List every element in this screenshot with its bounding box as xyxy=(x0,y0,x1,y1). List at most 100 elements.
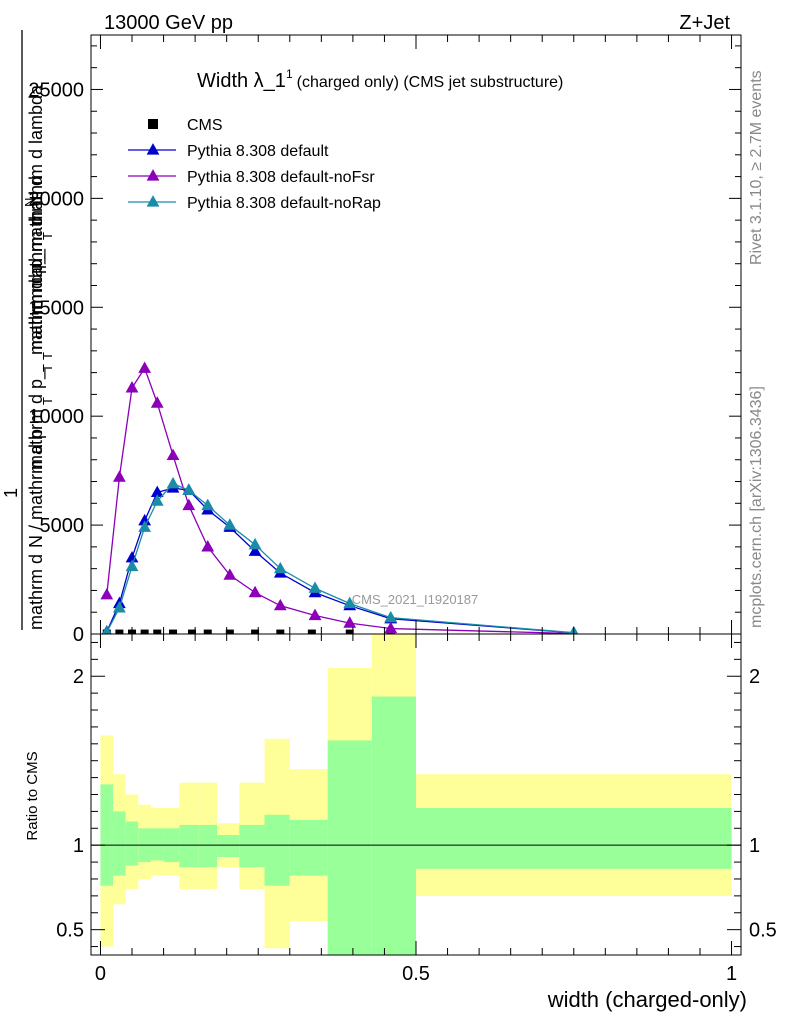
ratio-band-inner-0 xyxy=(100,784,114,886)
series-1-point-3 xyxy=(138,513,152,526)
y-tick-label: 15000 xyxy=(28,297,84,319)
legend: CMS Pythia 8.308 default Pythia 8.308 defa… xyxy=(128,117,381,212)
ratio-band-inner-13 xyxy=(371,696,416,955)
ylabel-part: mathrm d xyxy=(26,554,46,630)
data-point-7 xyxy=(203,629,212,634)
watermark-text: CMS_2021_I1920187 xyxy=(352,592,479,607)
series-2-point-9 xyxy=(248,585,262,598)
legend-marker xyxy=(148,119,158,129)
y-tick-label: 25000 xyxy=(28,79,84,101)
data-point-4 xyxy=(153,629,162,634)
series-1 xyxy=(101,481,579,634)
y-tick-label: 5000 xyxy=(40,515,85,537)
ylabel-part: mathrm d p_ xyxy=(26,253,47,355)
series-1-point-9 xyxy=(248,544,262,556)
series-2 xyxy=(100,361,578,634)
ylabel-part: mathrm d p_ xyxy=(26,368,47,470)
ratio-band-inner-6 xyxy=(179,824,199,868)
ratio-band-inner-1 xyxy=(113,811,126,876)
legend-item-3: Pythia 8.308 default-noRap xyxy=(128,195,381,212)
ratio-y-tick-label-left: 2 xyxy=(73,666,84,688)
data-point-8 xyxy=(225,629,234,634)
title-subtitle: (charged only) (CMS jet substructure) xyxy=(297,74,564,91)
title-main: Width λ_1 xyxy=(197,70,286,92)
ylabel-part: T xyxy=(40,364,55,372)
series-2-point-11 xyxy=(308,608,322,621)
series-line-1 xyxy=(106,487,574,634)
ratio-y-axis-label: Ratio to CMS xyxy=(24,751,41,840)
series-3-point-4 xyxy=(150,494,164,506)
legend-item-2: Pythia 8.308 default-noFsr xyxy=(128,169,375,186)
axis-tick-labels: 0 5000 10000 15000 20000 25000 0 0.5 1 0.5 0.5 1 1 2 2 xyxy=(28,79,776,985)
series-1-point-2 xyxy=(125,550,139,563)
title-superscript: 1 xyxy=(286,67,293,81)
series-2-point-12 xyxy=(343,616,357,628)
ratio-band-inner-12 xyxy=(327,740,372,955)
series-2-point-4 xyxy=(150,396,164,408)
ratio-band-inner-10 xyxy=(264,814,290,886)
series-3-point-13 xyxy=(384,610,398,623)
data-point-3 xyxy=(140,629,149,634)
ratio-band-inner-9 xyxy=(239,824,265,868)
series-2-point-1 xyxy=(113,470,126,482)
ylabel-part: mathrm d xyxy=(26,216,46,292)
series-2-point-5 xyxy=(166,448,180,461)
series-3-point-6 xyxy=(182,483,196,495)
process-label: Z+Jet xyxy=(679,12,730,34)
data-point-11 xyxy=(307,629,316,634)
ratio-y-tick-label-left: 1 xyxy=(73,835,84,857)
main-series xyxy=(100,361,579,634)
y-tick-label: 10000 xyxy=(28,406,84,428)
x-axis-label: width (charged-only) xyxy=(547,987,747,1012)
rivet-version-label: Rivet 3.1.10, ≥ 2.7M events xyxy=(748,70,765,265)
ratio-band-inner-14 xyxy=(416,808,732,869)
series-3-point-8 xyxy=(223,518,237,530)
plot-title: Width λ_11 (charged only) (CMS jet substr… xyxy=(197,67,563,92)
ratio-y-tick-label-left: 0.5 xyxy=(56,920,84,942)
series-3-point-5 xyxy=(166,476,180,489)
y-tick-label: 0 xyxy=(73,624,84,646)
legend-marker xyxy=(146,143,160,155)
series-line-2 xyxy=(106,366,574,634)
legend-label: Pythia 8.308 default xyxy=(187,143,329,160)
series-3-point-10 xyxy=(273,561,287,574)
series-3-point-11 xyxy=(308,581,322,593)
mcplots-label: mcplots.cern.ch [arXiv:1306.3436] xyxy=(748,386,765,628)
series-3 xyxy=(102,476,579,634)
data-point-1 xyxy=(115,629,124,634)
series-2-point-8 xyxy=(223,568,237,580)
ylabel-part: N / mathrm d p xyxy=(26,429,46,548)
series-2-point-0 xyxy=(100,587,114,600)
legend-label: Pythia 8.308 default-noRap xyxy=(187,195,381,212)
ratio-bands xyxy=(100,634,732,955)
ratio-y-tick-label-right: 0.5 xyxy=(749,920,777,942)
energy-label: 13000 GeV pp xyxy=(104,12,233,34)
data-point-9 xyxy=(251,629,260,634)
y-tick-label: 20000 xyxy=(28,188,84,210)
legend-item-1: Pythia 8.308 default xyxy=(128,143,329,160)
ylabel-part: T xyxy=(40,397,55,405)
ratio-y-tick-label-right: 1 xyxy=(749,835,760,857)
ratio-y-tick-label-right: 2 xyxy=(749,666,760,688)
ylabel-part: T xyxy=(40,352,55,360)
series-1-point-4 xyxy=(150,485,164,498)
data-point-12 xyxy=(345,629,354,634)
ylabel-part: mathrm d lambda xyxy=(26,84,46,225)
series-3-point-7 xyxy=(201,498,215,511)
series-3-point-2 xyxy=(125,559,139,572)
x-tick-label: 0 xyxy=(95,963,106,985)
ratio-band-inner-11 xyxy=(289,819,328,876)
data-point-10 xyxy=(276,629,285,634)
x-tick-label: 0.5 xyxy=(402,963,430,985)
legend-marker xyxy=(146,195,160,207)
x-tick-label: 1 xyxy=(726,963,737,985)
ratio-band-inner-4 xyxy=(150,828,164,861)
axis-ticks xyxy=(91,35,741,955)
series-3-point-3 xyxy=(138,520,152,532)
series-line-3 xyxy=(106,482,574,634)
series-2-point-13 xyxy=(384,621,398,634)
series-2-point-7 xyxy=(201,540,215,552)
ylabel-part: mathrm d p_ xyxy=(26,248,47,350)
ylabel-part: mathrm d xyxy=(26,176,46,252)
